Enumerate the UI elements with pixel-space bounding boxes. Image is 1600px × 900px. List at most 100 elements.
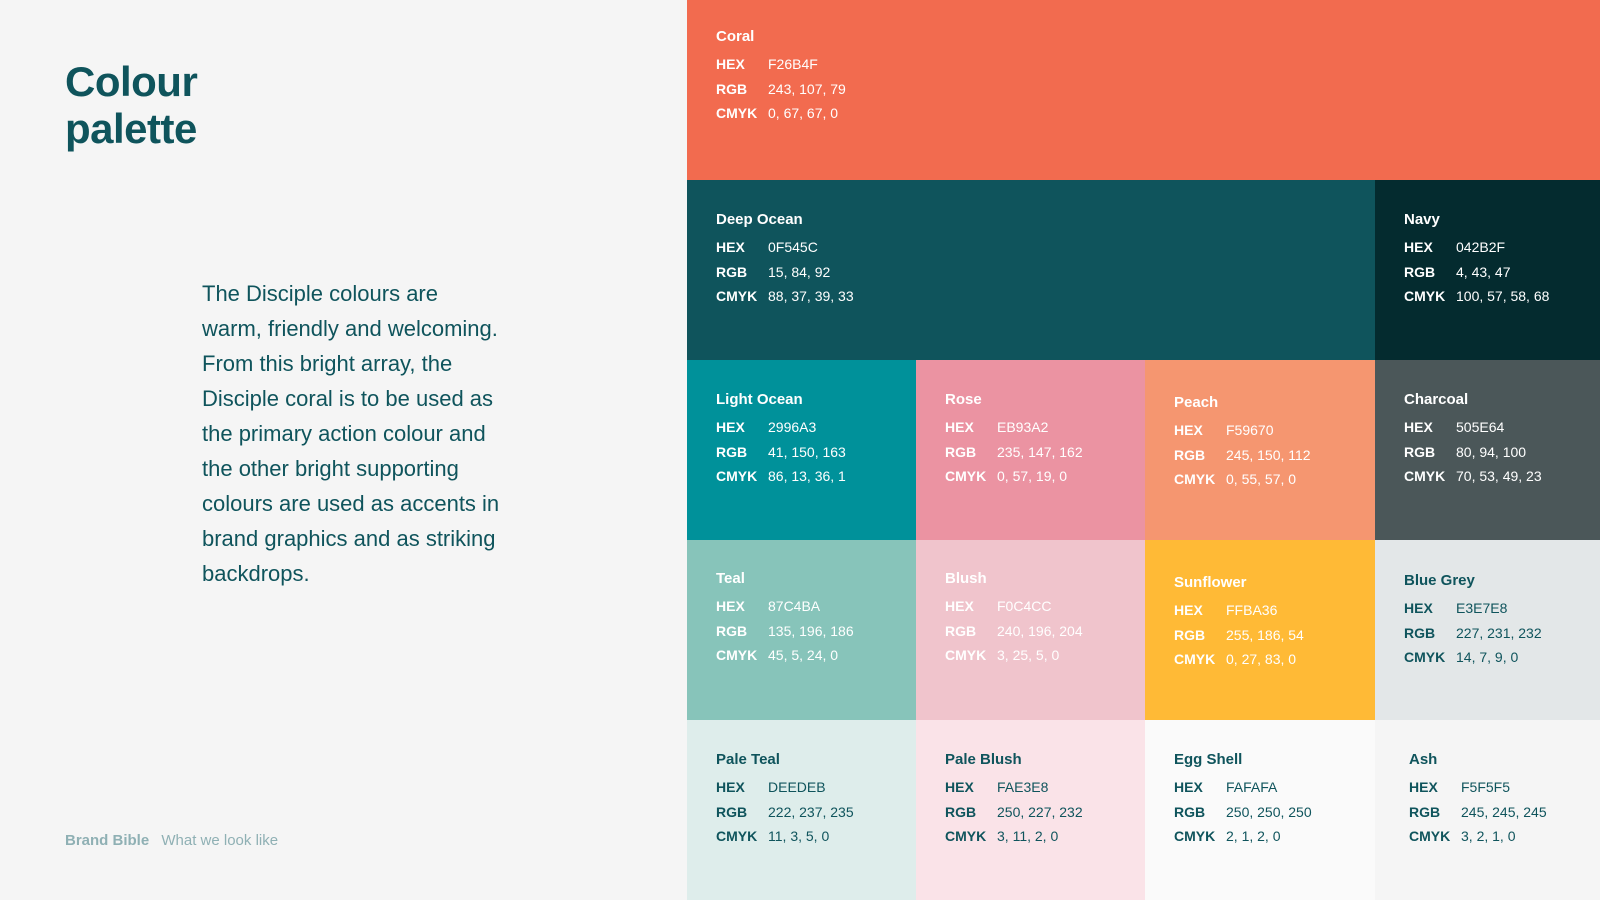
- cmyk-value: 3, 2, 1, 0: [1461, 828, 1516, 844]
- rgb-value: 250, 227, 232: [997, 803, 1083, 820]
- hex-value: 505E64: [1456, 419, 1505, 435]
- swatch-name: Deep Ocean: [716, 211, 803, 228]
- swatch-charcoal: Charcoal HEX 505E64 RGB 80, 94, 100 CMYK 70…: [1375, 360, 1600, 540]
- rgb-row: RGB 80, 94, 100: [1404, 440, 1600, 465]
- cmyk-value: 0, 27, 83, 0: [1226, 651, 1297, 667]
- swatch-light-ocean: Light Ocean HEX 2996A3 RGB 41, 150, 163 CM…: [687, 360, 916, 540]
- cmyk-value: 2, 1, 2, 0: [1226, 828, 1281, 844]
- cmyk-row: CMYK 11, 3, 5, 0: [716, 824, 916, 849]
- rgb-row: RGB 240, 196, 204: [945, 619, 1145, 644]
- swatch-name: Blue Grey: [1404, 572, 1475, 589]
- hex-value: 87C4BA: [768, 598, 821, 614]
- swatch-rose: Rose HEX EB93A2 RGB 235, 147, 162 CMYK 0, 5…: [916, 360, 1145, 540]
- swatch-name: Pale Teal: [716, 751, 780, 768]
- cmyk-value: 3, 25, 5, 0: [997, 647, 1060, 663]
- cmyk-row: CMYK 3, 25, 5, 0: [945, 643, 1145, 668]
- hex-row: HEX F59670: [1174, 418, 1375, 443]
- rgb-row: RGB 222, 237, 235: [716, 800, 916, 825]
- hex-value: F0C4CC: [997, 598, 1052, 614]
- hex-value: FAFAFA: [1226, 779, 1278, 795]
- hex-row: HEX F0C4CC: [945, 594, 1145, 619]
- hex-row: HEX 042B2F: [1404, 235, 1600, 260]
- hex-row: HEX EB93A2: [945, 415, 1145, 440]
- hex-row: HEX 87C4BA: [716, 594, 916, 619]
- swatch-coral: Coral HEX F26B4F RGB 243, 107, 79 CMYK 0, 6…: [687, 0, 1600, 180]
- cmyk-row: CMYK 86, 13, 36, 1: [716, 464, 916, 489]
- hex-row: HEX E3E7E8: [1404, 596, 1600, 621]
- swatch-ash: Ash HEX F5F5F5 RGB 245, 245, 245 CMYK 3, 2,…: [1375, 720, 1600, 900]
- hex-value: FFBA36: [1226, 602, 1278, 618]
- rgb-value: 235, 147, 162: [997, 443, 1083, 460]
- rgb-row: RGB 255, 186, 54: [1174, 623, 1375, 648]
- cmyk-row: CMYK 2, 1, 2, 0: [1174, 824, 1375, 849]
- rgb-row: RGB 15, 84, 92: [716, 260, 1375, 285]
- swatch-name: Ash: [1409, 751, 1438, 768]
- swatch-navy: Navy HEX 042B2F RGB 4, 43, 47 CMYK 100, 57,…: [1375, 180, 1600, 360]
- cmyk-row: CMYK 0, 57, 19, 0: [945, 464, 1145, 489]
- rgb-value: 80, 94, 100: [1456, 443, 1527, 460]
- cmyk-row: CMYK 0, 27, 83, 0: [1174, 647, 1375, 672]
- cmyk-row: CMYK 45, 5, 24, 0: [716, 643, 916, 668]
- hex-value: F5F5F5: [1461, 779, 1511, 795]
- rgb-value: 255, 186, 54: [1226, 626, 1304, 643]
- footer-section: What we look like: [161, 832, 279, 849]
- swatch-name: Egg Shell: [1174, 751, 1243, 768]
- page-title: Colour palette: [65, 58, 198, 152]
- swatch-pale-blush: Pale Blush HEX FAE3E8 RGB 250, 227, 232 CM…: [916, 720, 1145, 900]
- rgb-row: RGB 4, 43, 47: [1404, 260, 1600, 285]
- palette-description: The Disciple colours are warm, friendly …: [202, 281, 500, 586]
- rgb-row: RGB 245, 245, 245: [1409, 800, 1600, 825]
- hex-row: HEX FAE3E8: [945, 775, 1145, 800]
- cmyk-row: CMYK 3, 11, 2, 0: [945, 824, 1145, 849]
- footer-breadcrumb: Brand Bible What we look like: [65, 832, 278, 849]
- rgb-value: 222, 237, 235: [768, 803, 854, 820]
- swatch-name: Sunflower: [1174, 574, 1247, 591]
- hex-value: EB93A2: [997, 419, 1049, 435]
- swatch-name: Teal: [716, 570, 745, 587]
- rgb-value: 227, 231, 232: [1456, 624, 1542, 641]
- hex-row: HEX FFBA36: [1174, 598, 1375, 623]
- swatch-name: Pale Blush: [945, 751, 1022, 768]
- swatch-teal: Teal HEX 87C4BA RGB 135, 196, 186 CMYK 45, …: [687, 540, 916, 720]
- rgb-row: RGB 250, 250, 250: [1174, 800, 1375, 825]
- swatch-deep-ocean: Deep Ocean HEX 0F545C RGB 15, 84, 92 CMYK 8…: [687, 180, 1375, 360]
- hex-row: HEX 2996A3: [716, 415, 916, 440]
- rgb-row: RGB 243, 107, 79: [716, 77, 1600, 102]
- rgb-value: 243, 107, 79: [768, 80, 846, 97]
- hex-row: HEX 0F545C: [716, 235, 1375, 260]
- swatch-name: Blush: [945, 570, 987, 587]
- hex-value: DEEDEB: [768, 779, 826, 795]
- cmyk-row: CMYK 0, 67, 67, 0: [716, 101, 1600, 126]
- hex-row: HEX F5F5F5: [1409, 775, 1600, 800]
- cmyk-row: CMYK 88, 37, 39, 33: [716, 284, 1375, 309]
- cmyk-value: 0, 57, 19, 0: [997, 468, 1068, 484]
- hex-value: F26B4F: [768, 56, 818, 72]
- cmyk-value: 70, 53, 49, 23: [1456, 468, 1542, 484]
- swatch-name: Rose: [945, 391, 982, 408]
- hex-value: 0F545C: [768, 239, 818, 255]
- rgb-value: 245, 245, 245: [1461, 803, 1547, 820]
- rgb-value: 15, 84, 92: [768, 263, 831, 280]
- rgb-value: 4, 43, 47: [1456, 263, 1511, 280]
- swatch-sunflower: Sunflower HEX FFBA36 RGB 255, 186, 54 CMYK…: [1145, 540, 1375, 720]
- rgb-row: RGB 135, 196, 186: [716, 619, 916, 644]
- hex-value: E3E7E8: [1456, 600, 1508, 616]
- swatch-name: Coral: [716, 28, 755, 45]
- cmyk-value: 86, 13, 36, 1: [768, 468, 846, 484]
- cmyk-value: 0, 67, 67, 0: [768, 105, 839, 121]
- swatch-peach: Peach HEX F59670 RGB 245, 150, 112 CMYK 0, …: [1145, 360, 1375, 540]
- swatch-egg-shell: Egg Shell HEX FAFAFA RGB 250, 250, 250 CMY…: [1145, 720, 1375, 900]
- hex-row: HEX F26B4F: [716, 52, 1600, 77]
- swatch-name: Navy: [1404, 211, 1440, 228]
- swatch-name: Charcoal: [1404, 391, 1469, 408]
- hex-row: HEX 505E64: [1404, 415, 1600, 440]
- cmyk-row: CMYK 0, 55, 57, 0: [1174, 467, 1375, 492]
- footer-brand: Brand Bible: [65, 832, 150, 849]
- cmyk-row: CMYK 100, 57, 58, 68: [1404, 284, 1600, 309]
- cmyk-value: 0, 55, 57, 0: [1226, 471, 1297, 487]
- cmyk-row: CMYK 70, 53, 49, 23: [1404, 464, 1600, 489]
- hex-row: HEX DEEDEB: [716, 775, 916, 800]
- swatch-blue-grey: Blue Grey HEX E3E7E8 RGB 227, 231, 232 CMY…: [1375, 540, 1600, 720]
- intro-panel: Colour palette The Disciple colours are w…: [0, 0, 687, 900]
- rgb-row: RGB 250, 227, 232: [945, 800, 1145, 825]
